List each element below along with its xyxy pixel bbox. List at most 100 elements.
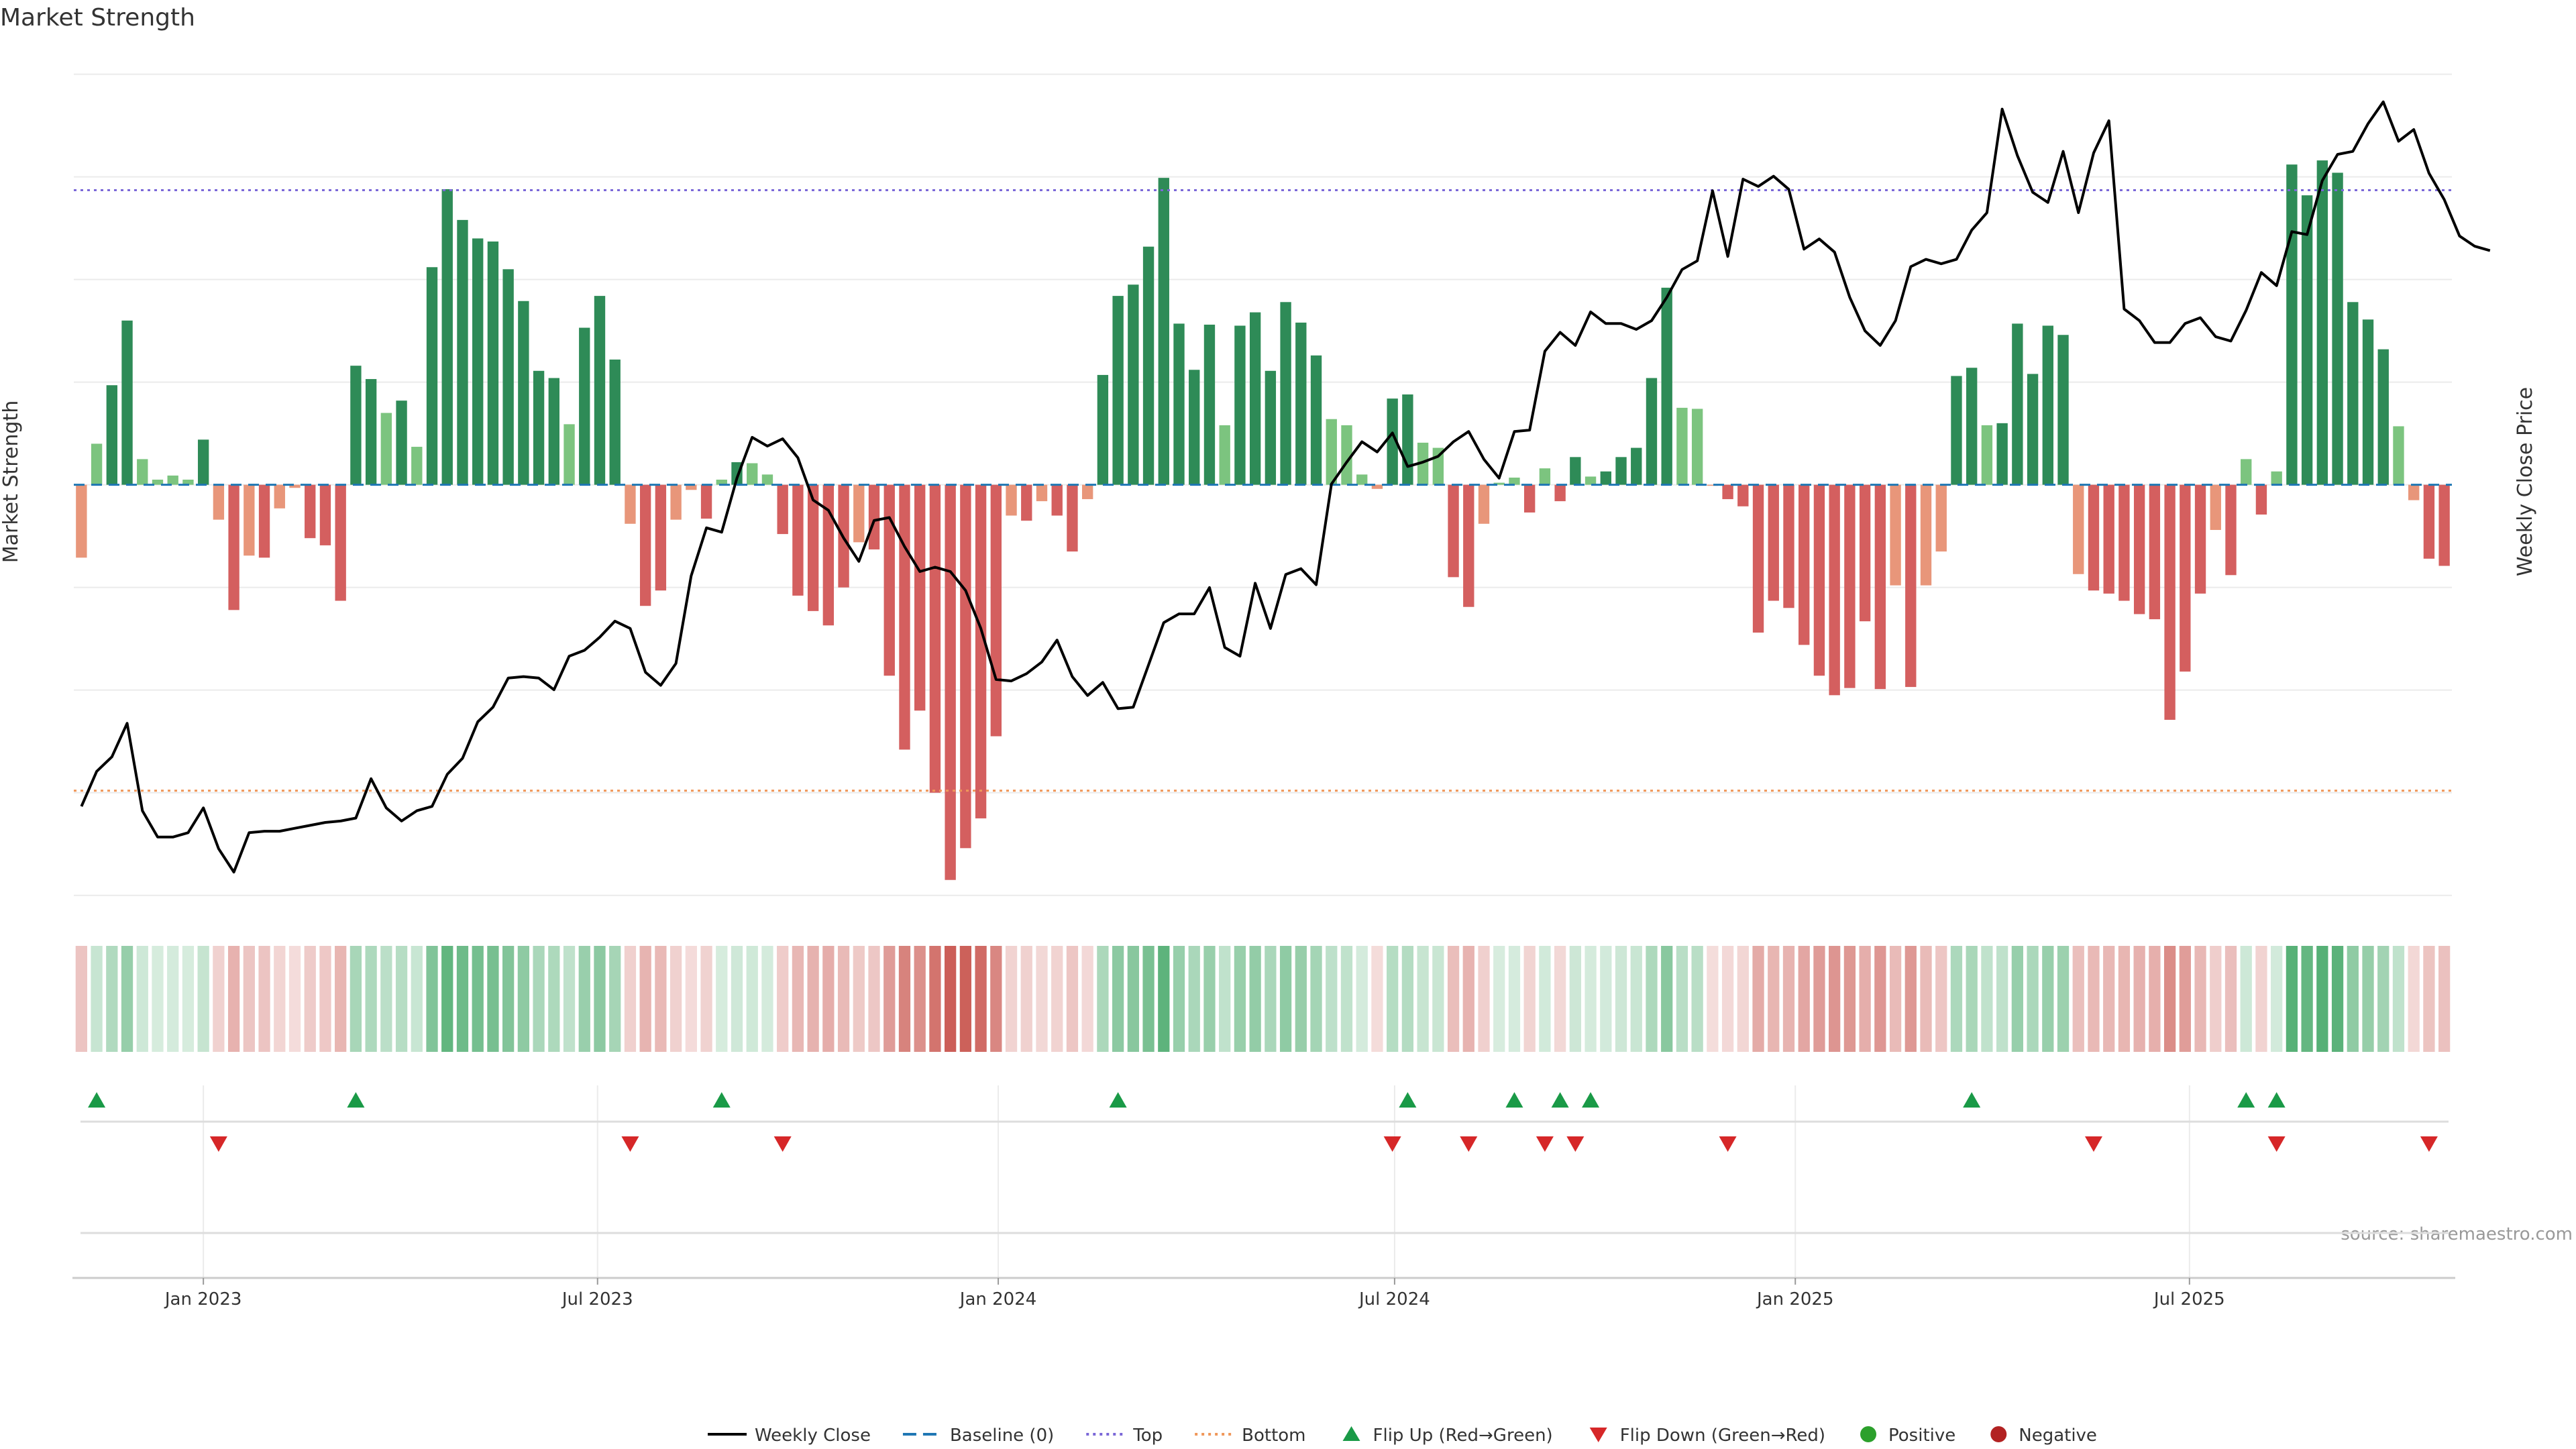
heat-cell (2057, 946, 2070, 1052)
strength-bar (2194, 484, 2206, 594)
strength-bar (1097, 374, 1109, 485)
heat-cell (792, 946, 804, 1052)
legend-label: Bottom (1242, 1426, 1305, 1446)
heat-cell (945, 946, 957, 1052)
strength-bar (2088, 484, 2100, 591)
heat-cell (411, 946, 423, 1052)
strength-bar (548, 378, 559, 485)
strength-bar (1493, 482, 1505, 485)
heat-cell (1371, 946, 1383, 1052)
strength-bar (1265, 370, 1277, 485)
strength-bar (106, 385, 117, 485)
flip-up-marker (1109, 1092, 1127, 1108)
strength-bar (1905, 484, 1917, 688)
heat-cell (868, 946, 880, 1052)
heat-cell (1112, 946, 1124, 1052)
heat-cell (2392, 946, 2405, 1052)
strength-bar (1280, 302, 1291, 485)
heat-cell (91, 946, 103, 1052)
strength-bar (1326, 419, 1337, 485)
strength-bar (121, 320, 133, 485)
heat-cell (2362, 946, 2374, 1052)
heat-cell (2408, 946, 2420, 1052)
strength-bar (1691, 409, 1703, 485)
strength-bar (274, 484, 285, 508)
strength-bar (1600, 471, 1611, 485)
flip-up-marker (2267, 1092, 2286, 1108)
heat-cell (929, 946, 941, 1052)
strength-bar (197, 439, 209, 485)
heat-cell (914, 946, 926, 1052)
strength-bar (792, 484, 804, 596)
strength-bar (426, 267, 438, 485)
strength-bar (929, 484, 941, 793)
strength-bar (975, 484, 987, 818)
strength-bar (945, 484, 956, 880)
heat-cell (883, 946, 896, 1052)
heat-cell (2224, 946, 2237, 1052)
strength-bar (807, 484, 819, 611)
strength-bar (1173, 323, 1185, 485)
heat-cell (1310, 946, 1322, 1052)
strength-bar (2027, 374, 2039, 485)
heat-cell (1661, 946, 1673, 1052)
flip-down-marker (1383, 1136, 1401, 1152)
strength-bar (137, 459, 148, 485)
heat-cell (2179, 946, 2191, 1052)
strength-bar (2149, 484, 2161, 620)
heat-cell (716, 946, 728, 1052)
strength-bar (167, 475, 178, 485)
heat-cell (777, 946, 789, 1052)
strength-bar (1295, 322, 1307, 485)
strength-bar (533, 370, 545, 485)
strength-bar (1676, 407, 1688, 485)
heat-cell (1646, 946, 1658, 1052)
heat-cell (1798, 946, 1810, 1052)
heat-cell (1188, 946, 1200, 1052)
heat-cell (1051, 946, 1063, 1052)
strength-bar (853, 484, 865, 543)
strength-bar (365, 379, 377, 485)
strength-bar (1554, 484, 1566, 502)
legend-item: Negative (1990, 1426, 2097, 1446)
heat-cell (1005, 946, 1018, 1052)
strength-bar (1752, 484, 1764, 633)
heat-cell (350, 946, 362, 1052)
flip-up-marker (1963, 1092, 1981, 1108)
x-axis: Jan 2023 Jul 2023 Jan 2024 Jul 2024 Jan 2025… (72, 1277, 2455, 1309)
heat-cell (1081, 946, 1093, 1052)
strength-bar (2271, 471, 2282, 485)
strength-bar (1890, 484, 1901, 586)
strength-bar (1203, 324, 1216, 485)
flip-down-marker (2420, 1136, 2438, 1152)
heat-cell (1615, 946, 1627, 1052)
strength-bar (1783, 484, 1794, 608)
strength-bar (1722, 484, 1733, 500)
strength-bar (1737, 484, 1749, 506)
strength-bar (1310, 355, 1322, 485)
strength-bar (914, 484, 926, 711)
strength-bar (1509, 477, 1520, 485)
strength-bars (76, 160, 2450, 880)
flip-up-marker (2237, 1092, 2255, 1108)
heat-cell (563, 946, 576, 1052)
x-tick-label: Jul 2023 (561, 1289, 633, 1309)
heat-cell (1707, 946, 1719, 1052)
flip-down-marker (621, 1136, 639, 1152)
heat-cell (335, 946, 347, 1052)
heat-cell (731, 946, 743, 1052)
heat-cell (365, 946, 377, 1052)
heat-cell (1600, 946, 1612, 1052)
strength-bar (2133, 484, 2145, 614)
heat-cell (2255, 946, 2267, 1052)
strength-bar (868, 484, 880, 550)
heat-cell (1158, 946, 1170, 1052)
strength-bar (2286, 164, 2298, 485)
legend-label: Negative (2019, 1426, 2097, 1446)
strength-bar (1081, 484, 1093, 500)
heat-cell (2163, 946, 2176, 1052)
strength-bar (822, 484, 835, 626)
flip-up-marker (88, 1092, 106, 1108)
strength-bar (1951, 376, 1962, 485)
